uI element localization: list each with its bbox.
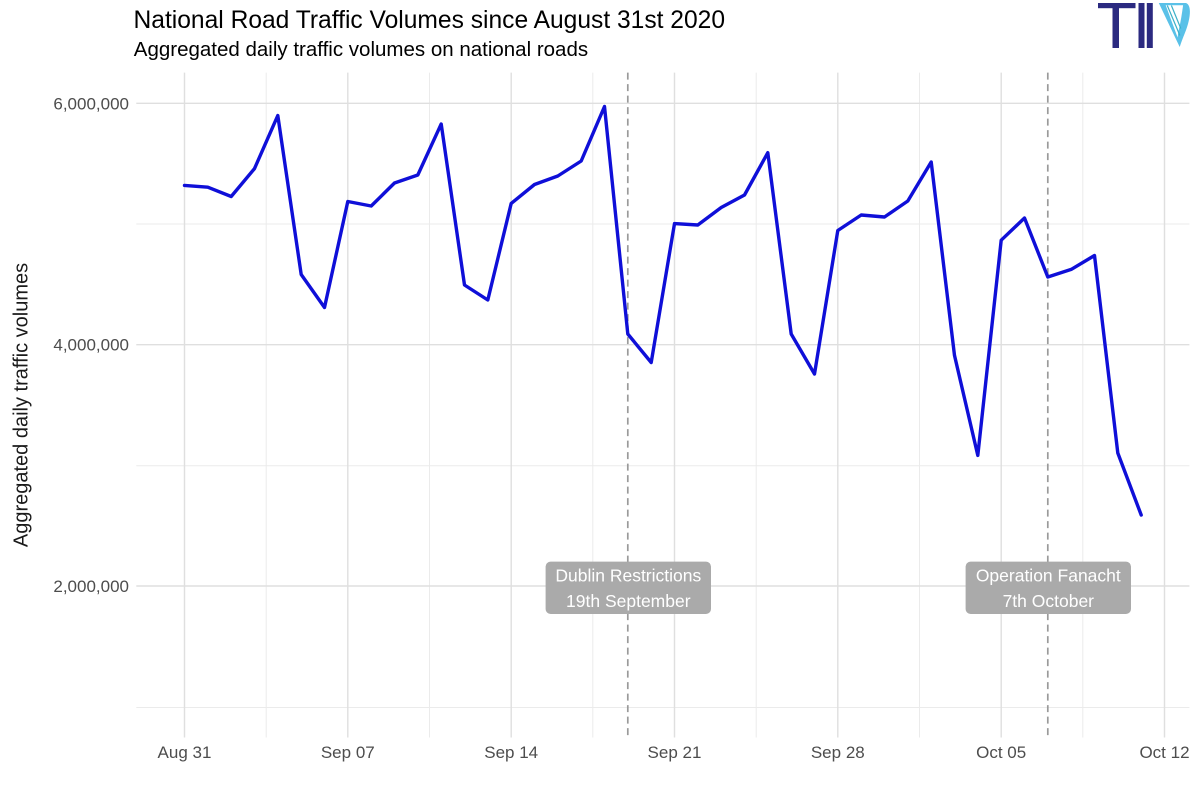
svg-text:Operation Fanacht: Operation Fanacht: [976, 566, 1121, 586]
svg-text:Oct 05: Oct 05: [976, 743, 1026, 762]
svg-text:Aggregated daily traffic volum: Aggregated daily traffic volumes on nati…: [134, 38, 588, 61]
svg-text:19th September: 19th September: [566, 591, 691, 611]
svg-text:2,000,000: 2,000,000: [53, 577, 129, 596]
svg-text:Aggregated daily traffic volum: Aggregated daily traffic volumes: [10, 263, 32, 547]
svg-text:National Road Traffic Volumes: National Road Traffic Volumes since Augu…: [134, 7, 726, 34]
svg-text:7th October: 7th October: [1003, 591, 1095, 611]
svg-text:Sep 07: Sep 07: [321, 743, 375, 762]
svg-text:6,000,000: 6,000,000: [53, 94, 129, 113]
svg-text:Dublin Restrictions: Dublin Restrictions: [555, 566, 701, 586]
svg-text:Sep 21: Sep 21: [648, 743, 702, 762]
svg-text:Sep 28: Sep 28: [811, 743, 865, 762]
svg-text:4,000,000: 4,000,000: [53, 336, 129, 355]
svg-text:Sep 14: Sep 14: [484, 743, 538, 762]
svg-text:Aug 31: Aug 31: [158, 743, 212, 762]
svg-text:Oct 12: Oct 12: [1139, 743, 1189, 762]
